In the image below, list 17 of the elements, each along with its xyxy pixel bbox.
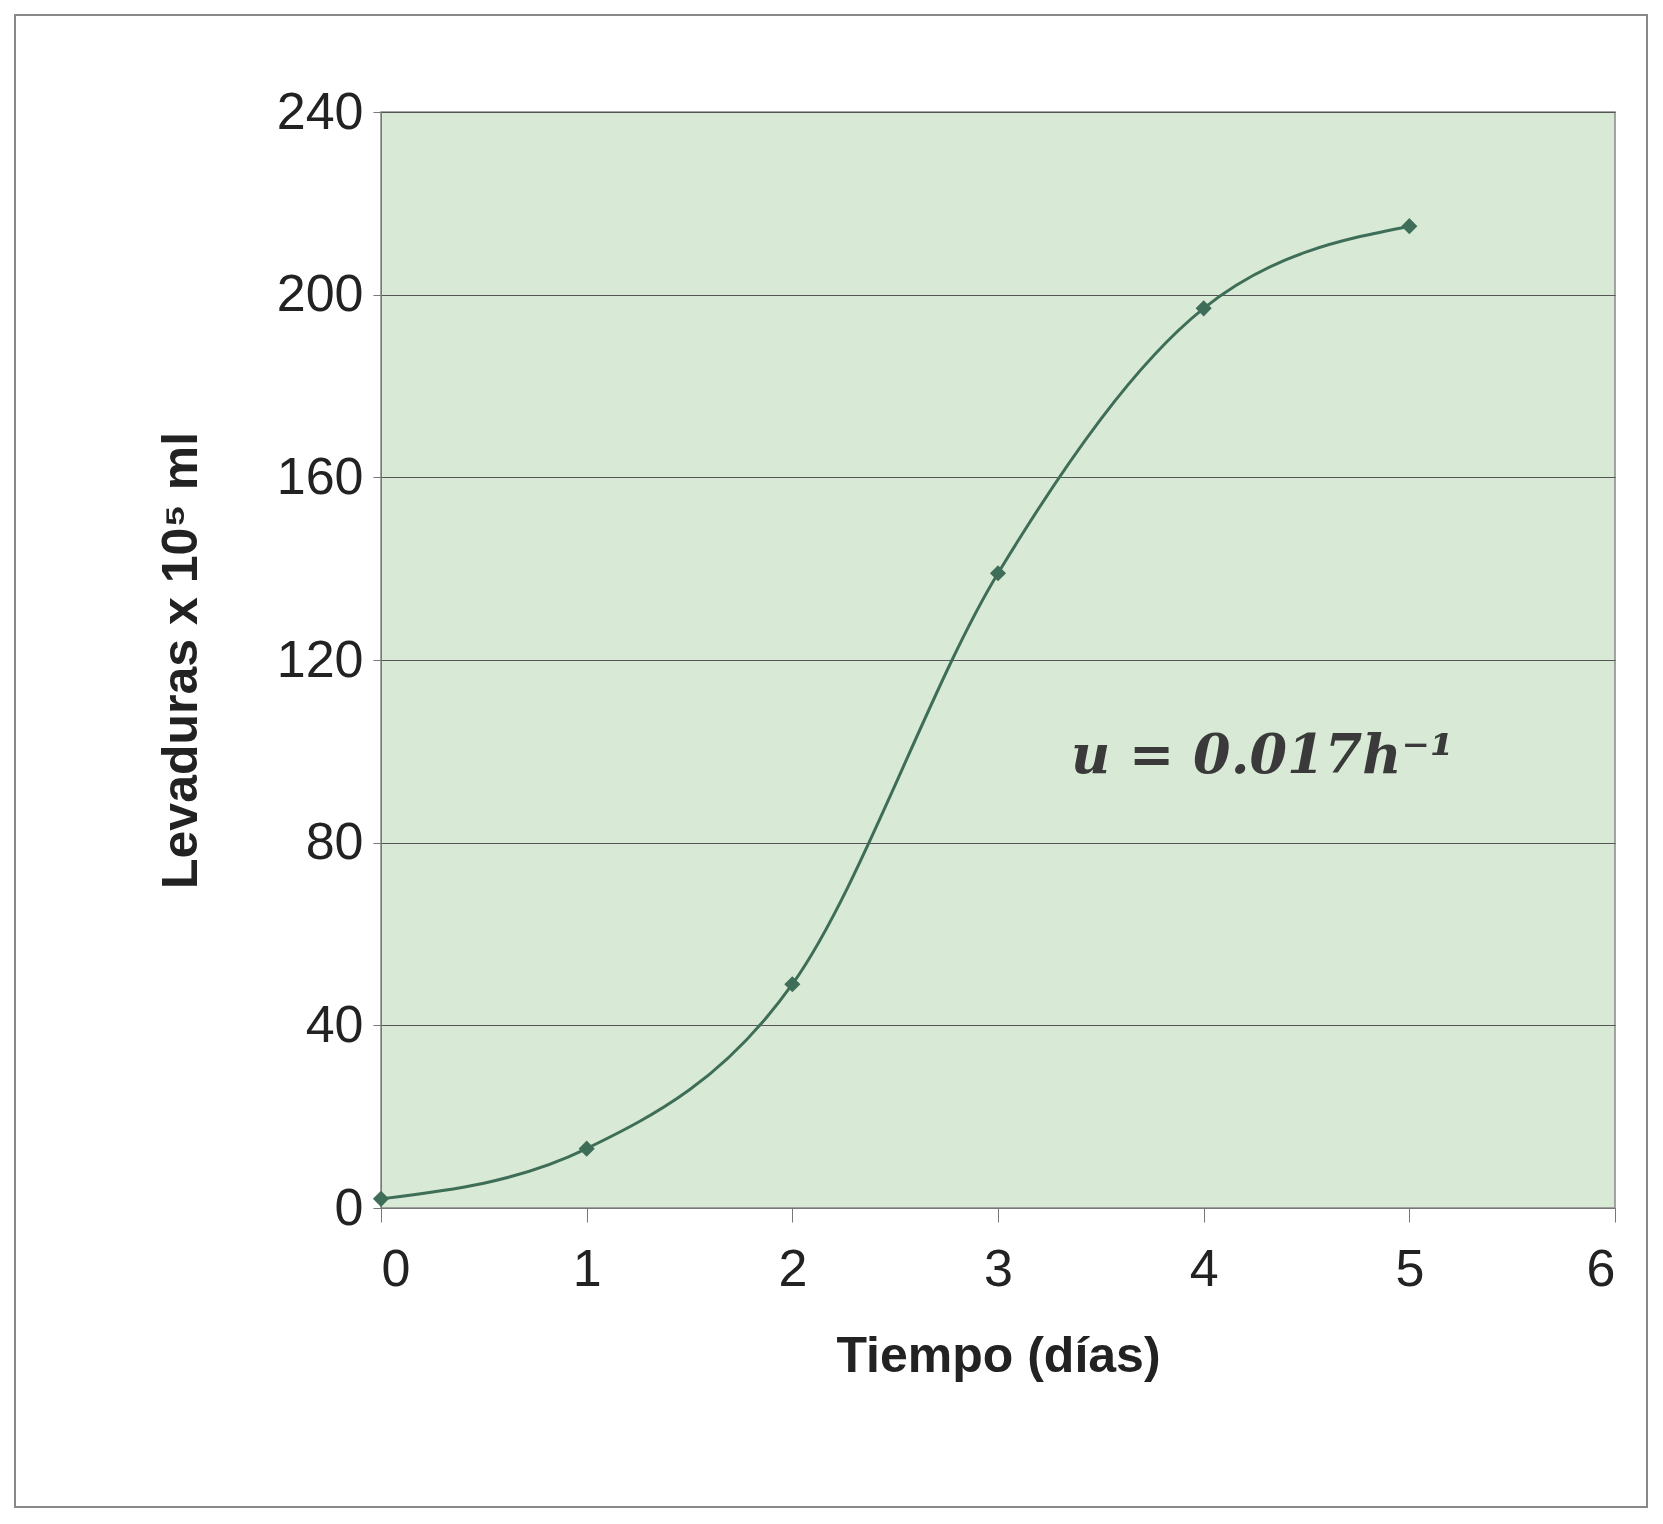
x-tick-label: 6 [1586,1238,1616,1297]
y-tick-label: 240 [276,81,364,140]
x-tick-label: 4 [1189,1238,1219,1297]
x-tick-label: 3 [984,1238,1013,1297]
x-axis-title: Tiempo (días) [836,1326,1161,1383]
y-tick-label: 80 [305,812,364,871]
annotation: u = 0.017h⁻¹ [1071,722,1454,786]
y-axis-title: Levaduras x 10⁵ ml [151,431,208,890]
y-tick-label: 40 [305,994,364,1053]
x-tick-label: 0 [381,1238,411,1297]
y-tick-label: 160 [276,446,364,505]
x-tick-label: 5 [1395,1238,1425,1297]
y-tick-label: 0 [334,1177,364,1236]
x-tick-label: 2 [778,1238,808,1297]
y-tick-label: 200 [276,264,364,323]
x-tick-label: 1 [572,1238,602,1297]
y-tick-label: 120 [276,629,364,688]
